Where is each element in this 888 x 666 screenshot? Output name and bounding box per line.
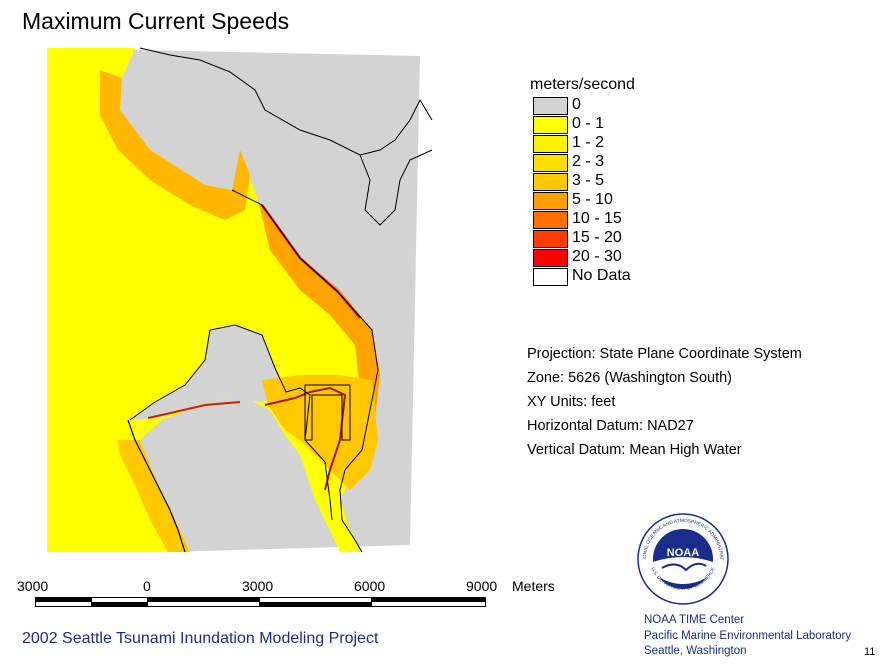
- legend-swatch: [533, 268, 568, 286]
- legend-title: meters/second: [530, 76, 635, 93]
- high-speed-streak-bay: [147, 401, 241, 419]
- legend-label: 20 - 30: [572, 248, 622, 265]
- legend-swatch: [533, 116, 568, 134]
- legend-swatch: [533, 135, 568, 153]
- scale-label: 6000: [354, 578, 386, 594]
- legend-label: 2 - 3: [572, 153, 605, 170]
- noaa-logo: NOAA NATIONAL OCEANIC AND ATMOSPHERIC AD…: [636, 512, 729, 605]
- footer-lab-line: Pacific Marine Environmental Laboratory: [644, 630, 852, 642]
- legend-swatch: [533, 211, 568, 229]
- legend-label: No Data: [572, 267, 631, 284]
- scale-label: 0: [143, 578, 151, 594]
- nearshore-band-north: [100, 70, 250, 220]
- legend-label: 3 - 5: [572, 172, 605, 189]
- noaa-logo-text: NOAA: [667, 547, 699, 559]
- nearshore-band-southwest: [118, 440, 190, 552]
- scale-bar: [35, 597, 486, 607]
- legend-swatch: [533, 173, 568, 191]
- scale-label: 9000: [466, 578, 498, 594]
- legend-label: 0: [572, 96, 581, 113]
- shoreline-southwest: [127, 419, 186, 553]
- nearshore-band-east: [258, 200, 380, 470]
- footer-location-line: Seattle, Washington: [644, 645, 747, 657]
- legend-swatch: [533, 97, 568, 115]
- vertical-datum-text: Vertical Datum: Mean High Water: [527, 442, 742, 458]
- zone-text: Zone: 5626 (Washington South): [527, 370, 733, 386]
- page-number: 11: [864, 646, 876, 658]
- horizontal-datum-text: Horizontal Datum: NAD27: [527, 418, 694, 434]
- bay-land: [130, 325, 286, 420]
- legend-label: 0 - 1: [572, 115, 605, 132]
- scale-label: 3000: [17, 578, 49, 594]
- legend-label: 1 - 2: [572, 134, 605, 151]
- legend-swatch: [533, 249, 568, 267]
- legend-swatch: [533, 154, 568, 172]
- xy-units-text: XY Units: feet: [527, 394, 616, 410]
- legend-swatch: [533, 192, 568, 210]
- map-title: Maximum Current Speeds: [22, 8, 290, 34]
- nearshore-band-harbor: [262, 375, 378, 490]
- scale-unit: Meters: [512, 578, 555, 594]
- project-title: 2002 Seattle Tsunami Inundation Modeling…: [22, 630, 379, 647]
- high-speed-streak-harbor: [264, 386, 347, 491]
- projection-text: Projection: State Plane Coordinate Syste…: [527, 346, 802, 362]
- scale-label: 3000: [242, 578, 274, 594]
- legend-label: 5 - 10: [572, 191, 613, 208]
- legend-label: 15 - 20: [572, 229, 622, 246]
- legend-label: 10 - 15: [572, 210, 622, 227]
- legend-swatch: [533, 230, 568, 248]
- shoreline: [129, 47, 433, 553]
- footer-org-line: NOAA TIME Center: [644, 614, 745, 626]
- harbor-outline: [304, 384, 351, 441]
